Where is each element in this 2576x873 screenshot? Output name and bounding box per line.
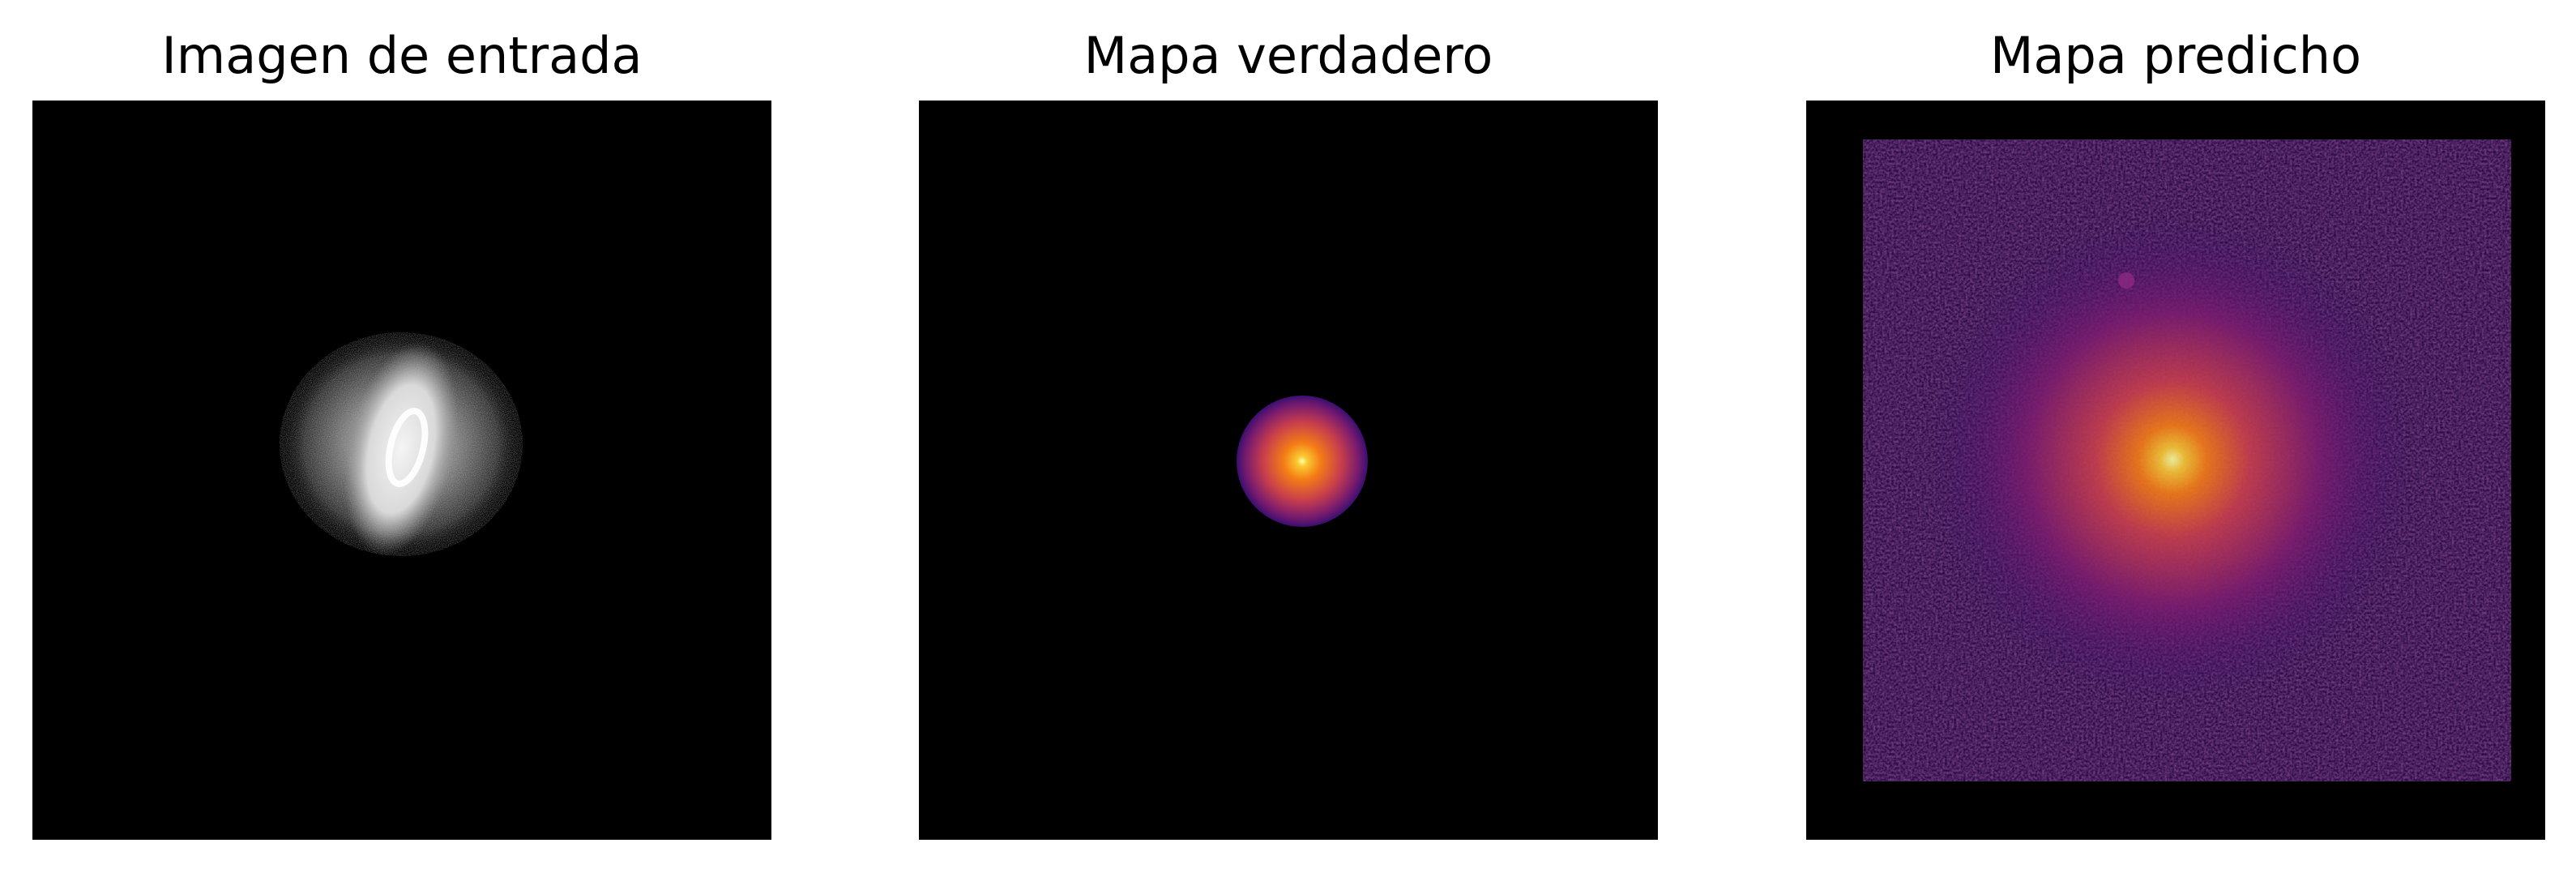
input-galaxy-image <box>32 101 771 840</box>
panel-title: Mapa predicho <box>1989 26 2362 85</box>
panel-input-image: Imagen de entrada <box>32 0 771 873</box>
panel-title: Imagen de entrada <box>161 26 643 85</box>
input-image-frame <box>32 101 771 840</box>
true-map-frame <box>919 101 1658 840</box>
panel-title: Mapa verdadero <box>1083 26 1493 85</box>
panel-true-map: Mapa verdadero <box>919 0 1658 873</box>
panel-predicted-map: Mapa predicho <box>1806 0 2545 873</box>
predicted-map-frame <box>1806 101 2545 840</box>
predicted-map-image <box>1806 101 2545 840</box>
true-map-image <box>919 101 1658 840</box>
